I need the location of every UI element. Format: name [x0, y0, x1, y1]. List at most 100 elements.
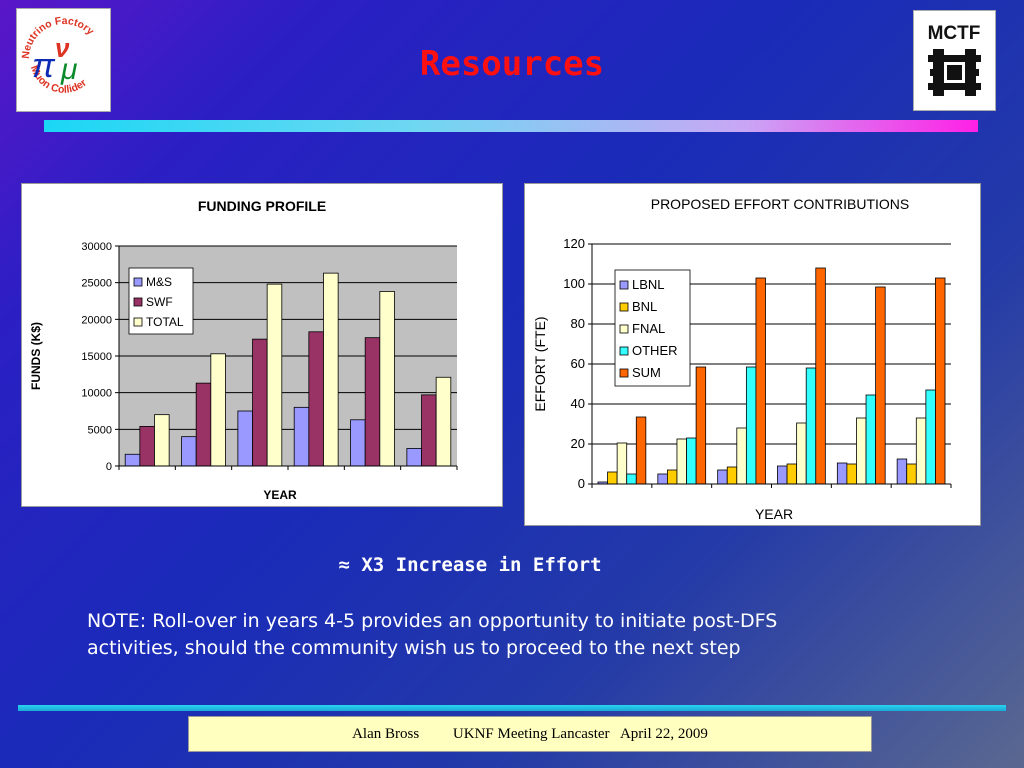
bar-total-4	[323, 272, 339, 467]
legend-label: FNAL	[632, 321, 665, 336]
legend-swatch	[619, 324, 629, 334]
bar-m-s-2	[181, 436, 197, 467]
bar-lbnl-3	[717, 469, 728, 485]
bar-swf-5	[364, 337, 381, 467]
legend-label: SUM	[632, 365, 661, 380]
legend-label: BNL	[632, 299, 657, 314]
bar-lbnl-4	[777, 465, 788, 485]
y-tick-label: 25000	[81, 278, 112, 290]
funding-profile-chart: 30000 25000 20000 15000 10000 5000 0 FUNDING P…	[29, 198, 458, 502]
effort-contributions-panel: 120 100 80 60 40 20 0 PROPOSED EFFORT CONTRIBU…	[524, 183, 981, 526]
legend-label: M&S	[146, 275, 172, 289]
bar-bnl-5	[846, 463, 857, 485]
chart-title: PROPOSED EFFORT CONTRIBUTIONS	[651, 196, 910, 212]
legend-label: LBNL	[632, 277, 665, 292]
page-title: Resources	[419, 44, 605, 84]
bar-sum-5	[875, 286, 886, 485]
legend-swatch	[133, 297, 143, 307]
bar-sum-6	[935, 277, 946, 485]
mctf-logo: MCTF	[913, 10, 996, 111]
bar-other-4	[805, 367, 817, 485]
bar-sum-1	[635, 416, 647, 485]
bar-fnal-6	[915, 417, 927, 485]
y-tick-label: 40	[571, 396, 585, 411]
y-tick-label: 60	[571, 356, 585, 371]
y-tick-label: 20	[571, 436, 585, 451]
bar-other-2	[686, 437, 697, 485]
bar-bnl-2	[666, 469, 678, 485]
bar-sum-3	[755, 277, 766, 485]
bar-swf-1	[139, 425, 155, 467]
bar-bnl-6	[906, 463, 917, 485]
bar-total-3	[266, 283, 283, 467]
x-axis-label: YEAR	[755, 506, 793, 522]
legend: M&S SWF TOTAL	[128, 267, 194, 335]
bar-m-s-3	[237, 410, 253, 467]
legend-swatch	[619, 280, 629, 290]
title-divider-bar	[44, 120, 978, 132]
bar-swf-6	[421, 394, 437, 467]
bar-total-6	[435, 376, 452, 467]
bar-swf-3	[252, 338, 268, 467]
bar-fnal-3	[736, 427, 747, 485]
y-tick-label: 0	[106, 461, 112, 473]
bar-swf-2	[195, 382, 212, 467]
y-tick-label: 100	[563, 276, 585, 291]
funding-profile-panel: 30000 25000 20000 15000 10000 5000 0 FUNDING P…	[21, 183, 503, 507]
bar-bnl-3	[726, 466, 738, 485]
neutrino-factory-logo: Neutrino Factory Muon Collider π ν μ	[16, 8, 111, 112]
legend-label: TOTAL	[146, 315, 184, 329]
legend-swatch	[619, 302, 629, 312]
legend-label: SWF	[146, 295, 173, 309]
bar-lbnl-6	[896, 458, 908, 485]
y-tick-label: 10000	[81, 388, 112, 400]
y-axis-label: EFFORT (FTE)	[532, 316, 548, 411]
y-tick-label: 0	[578, 476, 585, 491]
chart-title: FUNDING PROFILE	[198, 198, 326, 214]
bar-fnal-5	[856, 417, 867, 485]
bar-sum-4	[815, 267, 826, 485]
mctf-logo-text: MCTF	[928, 23, 981, 44]
legend-swatch	[133, 317, 143, 327]
y-tick-label: 80	[571, 316, 585, 331]
bar-sum-2	[695, 366, 707, 485]
bar-other-5	[865, 394, 877, 485]
fermilab-icon	[928, 49, 981, 96]
legend-swatch	[619, 368, 629, 378]
y-tick-label: 20000	[81, 314, 112, 326]
bar-total-5	[379, 291, 395, 467]
bar-fnal-4	[796, 422, 807, 485]
y-tick-label: 120	[563, 236, 585, 251]
note-line-2: activities, should the community wish us…	[87, 637, 741, 659]
note-text: NOTE: Roll-over in years 4-5 provides an…	[87, 608, 927, 662]
bar-fnal-2	[676, 438, 687, 485]
bar-fnal-1	[616, 442, 628, 485]
legend-swatch	[619, 346, 629, 356]
bar-other-6	[925, 389, 936, 485]
bar-bnl-1	[607, 471, 618, 485]
bar-m-s-6	[406, 447, 422, 467]
logo-mu-glyph: μ	[60, 53, 77, 86]
logo-nu-glyph: ν	[55, 33, 70, 63]
bar-bnl-4	[786, 463, 798, 485]
bar-lbnl-2	[657, 473, 668, 485]
note-line-1: NOTE: Roll-over in years 4-5 provides an…	[87, 610, 778, 632]
bar-swf-4	[308, 331, 324, 467]
effort-contributions-chart: 120 100 80 60 40 20 0 PROPOSED EFFORT CONTRIBU…	[532, 196, 952, 522]
footer-divider-bar	[18, 705, 1006, 711]
bar-total-2	[210, 353, 226, 467]
bar-m-s-5	[350, 419, 366, 467]
bar-total-1	[154, 414, 170, 467]
bar-other-3	[745, 366, 757, 485]
effort-increase-text: ≈ X3 Increase in Effort	[338, 554, 602, 576]
logo-pi-glyph: π	[32, 47, 56, 85]
bar-lbnl-5	[836, 462, 848, 485]
bar-other-1	[626, 473, 637, 485]
legend-swatch	[133, 277, 143, 287]
footer-bar: Alan Bross UKNF Meeting Lancaster April …	[188, 716, 872, 752]
y-tick-label: 5000	[88, 424, 112, 436]
y-axis-label: FUNDS (K$)	[29, 322, 43, 390]
legend: LBNL BNL FNAL OTHER SUM	[614, 269, 691, 387]
bar-m-s-1	[124, 453, 141, 467]
legend-label: OTHER	[632, 343, 678, 358]
